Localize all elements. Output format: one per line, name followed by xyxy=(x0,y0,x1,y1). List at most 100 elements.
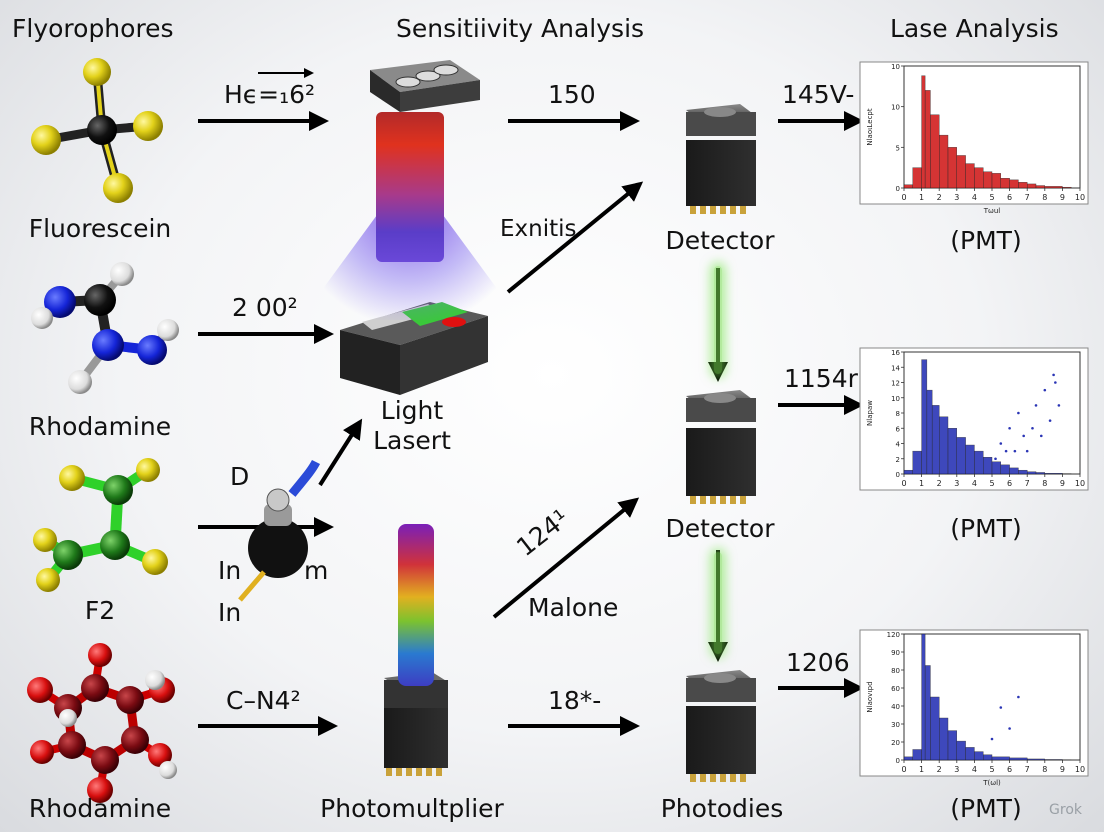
arrow-label-row4: C–N4² xyxy=(226,686,301,715)
arrow-label-d: D xyxy=(230,462,250,491)
device-label-detector-1: Detector xyxy=(665,226,775,255)
x-tick-label: 5 xyxy=(989,193,994,202)
histogram-bar xyxy=(1009,467,1019,475)
photodiode-icon xyxy=(686,670,756,782)
histogram-bar xyxy=(974,167,984,189)
histogram-bar xyxy=(1018,182,1028,189)
x-axis-label: Tωul xyxy=(983,207,1001,215)
x-tick-label: 2 xyxy=(937,765,942,774)
histogram-bar xyxy=(924,665,931,761)
x-axis-label: T(ωl) xyxy=(982,779,1001,787)
header-fluorophores: Flyorophores xyxy=(12,14,174,43)
histogram-bar xyxy=(930,114,940,189)
histogram-bar xyxy=(956,155,966,189)
x-tick-label: 7 xyxy=(1025,193,1030,202)
x-tick-label: 0 xyxy=(901,193,906,202)
arrow-label-exnitis: Exnitis xyxy=(500,216,577,242)
rhodamine-ring-molecule-icon xyxy=(27,643,177,803)
y-tick-label: 12 xyxy=(891,380,900,388)
histogram-bar xyxy=(1026,183,1037,189)
scatter-point xyxy=(994,457,997,461)
scatter-point xyxy=(1004,449,1008,453)
y-tick-label: 10 xyxy=(891,63,900,71)
histogram-bar xyxy=(921,75,926,189)
histogram-bar xyxy=(1026,758,1045,761)
scatter-point xyxy=(1052,373,1055,377)
arrow-label-m: m xyxy=(304,556,329,585)
histogram-bar xyxy=(912,167,922,189)
x-tick-label: 10 xyxy=(1075,479,1085,488)
arrow-label-row2: 2 00² xyxy=(232,293,298,322)
histogram-bar xyxy=(1062,186,1072,189)
scatter-point xyxy=(1008,426,1011,430)
histogram-bar xyxy=(1009,179,1019,189)
green-glow-connector-1 xyxy=(714,266,722,374)
histogram-bar xyxy=(947,428,958,475)
y-tick-label: 4 xyxy=(896,441,901,449)
y-tick-label: 30 xyxy=(891,721,900,729)
y-tick-label: 0 xyxy=(896,757,900,765)
scatter-point xyxy=(1048,419,1052,422)
x-tick-label: 7 xyxy=(1025,765,1030,774)
histogram-bar xyxy=(1018,469,1028,475)
y-tick-label: 16 xyxy=(891,349,900,357)
arrow-pmt-diag-to-detector2 xyxy=(492,497,640,619)
green-glow-connector-2 xyxy=(714,552,722,654)
detector-2-icon xyxy=(686,390,756,504)
histogram-bar xyxy=(931,405,940,475)
x-tick-label: 5 xyxy=(989,479,994,488)
histogram-bar xyxy=(912,450,922,475)
y-axis-label: Nlaovιpd xyxy=(866,681,874,712)
x-tick-label: 1 xyxy=(919,479,924,488)
arrow-label-18: 18*- xyxy=(548,686,602,715)
x-tick-label: 8 xyxy=(1042,193,1047,202)
x-tick-label: 4 xyxy=(972,193,977,202)
histogram-bar xyxy=(1044,473,1063,475)
histogram-bar xyxy=(1000,178,1010,189)
scatter-point xyxy=(999,442,1003,445)
y-tick-label: 8 xyxy=(896,410,900,418)
x-tick-label: 3 xyxy=(954,765,959,774)
y-tick-label: 40 xyxy=(891,703,900,711)
y-tick-label: 2 xyxy=(896,456,900,464)
histogram-bar xyxy=(991,173,1002,189)
header-laser-analysis: Lase Analysis xyxy=(890,14,1059,43)
histogram-bar xyxy=(1026,471,1037,475)
histogram-bar xyxy=(1044,186,1063,189)
x-tick-label: 8 xyxy=(1042,765,1047,774)
scatter-point xyxy=(1017,411,1020,415)
x-tick-label: 7 xyxy=(1025,479,1030,488)
histogram-bar xyxy=(991,461,1002,475)
histogram-bar xyxy=(965,163,975,189)
arrow-lamp-to-laser xyxy=(318,418,363,487)
histogram-bar xyxy=(947,147,958,189)
scatter-point xyxy=(1031,426,1034,430)
x-tick-label: 10 xyxy=(1075,765,1085,774)
fluorophore-label-f2: F2 xyxy=(84,596,116,625)
y-tick-label: 0 xyxy=(896,185,900,193)
x-tick-label: 10 xyxy=(1075,193,1085,202)
device-label-laser: Light Lasert xyxy=(373,396,451,455)
fluorescein-molecule-icon xyxy=(31,58,163,203)
x-tick-label: 2 xyxy=(937,193,942,202)
scatter-point xyxy=(1022,434,1025,438)
detector-1-icon xyxy=(686,104,756,214)
photomultiplier-icon xyxy=(384,672,448,776)
y-tick-label: 14 xyxy=(891,364,900,372)
histogram-bar xyxy=(903,756,914,761)
watermark-label: Grok xyxy=(1049,802,1082,818)
f2-molecule-icon xyxy=(33,458,168,592)
x-tick-label: 9 xyxy=(1060,193,1065,202)
x-tick-label: 6 xyxy=(1007,193,1012,202)
histogram-bar xyxy=(1009,757,1028,761)
plot-caption-1: (PMT) xyxy=(950,226,1022,255)
histogram-bar xyxy=(983,457,993,475)
y-tick-label: 0 xyxy=(896,471,900,479)
y-tick-label: 80 xyxy=(891,667,900,675)
histogram-bar xyxy=(926,389,933,475)
y-tick-label: 10 xyxy=(891,395,900,403)
x-tick-label: 9 xyxy=(1060,765,1065,774)
laser-beam xyxy=(376,112,444,262)
lamp-icon xyxy=(238,459,321,602)
